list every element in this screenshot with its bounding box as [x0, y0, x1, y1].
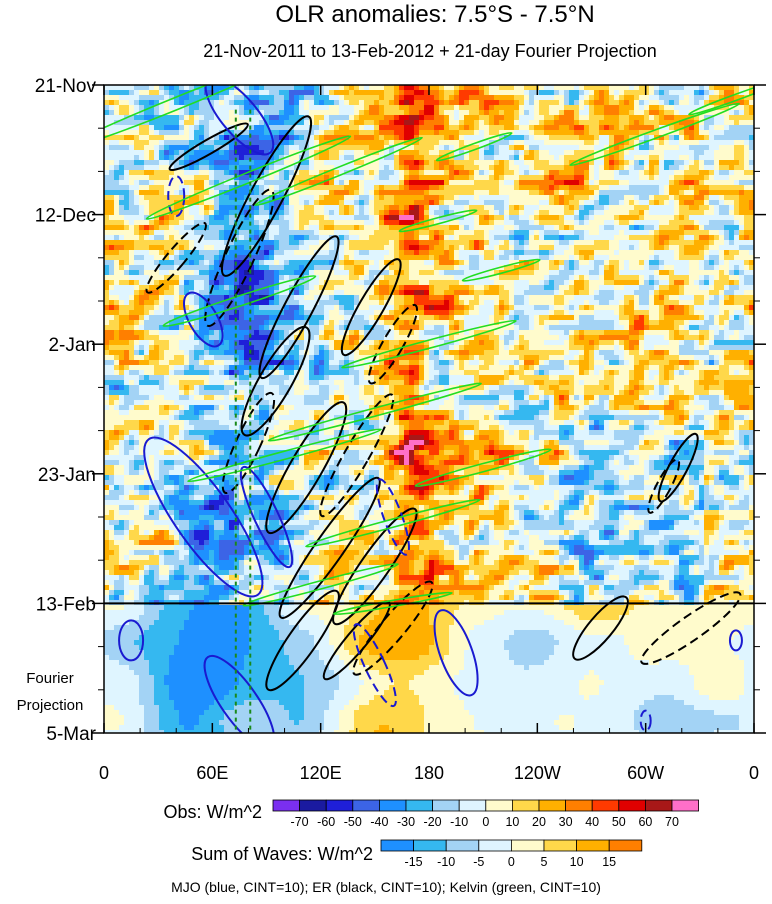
obs-colorbar-label: 20	[532, 815, 546, 829]
chart-title: OLR anomalies: 7.5°S - 7.5°N	[275, 1, 594, 28]
y-tick-label: 2-Jan	[48, 335, 96, 356]
waves-colorbar-label: 10	[570, 855, 584, 869]
obs-colorbar-label: -70	[291, 815, 309, 829]
obs-colorbar-label: -50	[344, 815, 362, 829]
obs-colorbar-box	[672, 800, 699, 811]
x-tick-label: 180	[414, 763, 444, 783]
obs-colorbar-box	[459, 800, 486, 811]
waves-colorbar-box	[446, 840, 479, 851]
waves-colorbar-label: -10	[437, 855, 455, 869]
y-tick-label: 13-Feb	[36, 594, 96, 615]
obs-colorbar-box	[406, 800, 433, 811]
waves-colorbar-label: -15	[405, 855, 423, 869]
obs-colorbar-label: 50	[612, 815, 626, 829]
waves-colorbar-box	[577, 840, 610, 851]
obs-colorbar-label: 10	[505, 815, 519, 829]
waves-colorbar-box	[609, 840, 642, 851]
waves-colorbar-box	[414, 840, 447, 851]
anomaly-field	[104, 85, 755, 736]
colorbar-obs-title: Obs: W/m^2	[164, 802, 262, 822]
obs-colorbar-box	[486, 800, 513, 811]
y-tick-label: 23-Jan	[38, 465, 96, 486]
obs-colorbar-box	[566, 800, 593, 811]
obs-colorbar-label: -20	[424, 815, 442, 829]
x-tick-label: 0	[99, 763, 109, 783]
x-tick-label: 0	[749, 763, 759, 783]
obs-colorbar-box	[592, 800, 619, 811]
obs-colorbar-box	[433, 800, 460, 811]
y-tick-label: 12-Dec	[35, 206, 96, 227]
waves-colorbar-label: 5	[541, 855, 548, 869]
waves-colorbar-box	[381, 840, 414, 851]
obs-colorbar-label: -10	[450, 815, 468, 829]
obs-colorbar-box	[645, 800, 672, 811]
obs-colorbar-label: 30	[559, 815, 573, 829]
obs-colorbar-box	[273, 800, 300, 811]
waves-colorbar-label: -5	[473, 855, 484, 869]
chart-subtitle: 21-Nov-2011 to 13-Feb-2012 + 21-day Four…	[203, 41, 656, 61]
obs-colorbar-label: 70	[665, 815, 679, 829]
obs-colorbar-box	[300, 800, 327, 811]
obs-colorbar-label: -60	[317, 815, 335, 829]
y-tick-label: 21-Nov	[35, 76, 97, 97]
y-tick-label: 5-Mar	[46, 724, 96, 745]
waves-colorbar-label: 15	[602, 855, 616, 869]
x-tick-label: 120E	[300, 763, 342, 783]
colorbar-waves-title: Sum of Waves: W/m^2	[191, 844, 373, 864]
waves-colorbar-label: 0	[508, 855, 515, 869]
projection-label-line-1: Fourier	[26, 670, 74, 687]
projection-label-line-2: Projection	[17, 697, 84, 714]
obs-colorbar-box	[619, 800, 646, 811]
obs-colorbar-label: 40	[585, 815, 599, 829]
waves-colorbar-box	[479, 840, 512, 851]
x-tick-label: 120W	[514, 763, 561, 783]
obs-colorbar-label: -40	[370, 815, 388, 829]
x-tick-label: 60W	[627, 763, 664, 783]
contour-legend-footnote: MJO (blue, CINT=10); ER (black, CINT=10)…	[171, 879, 601, 895]
x-tick-label: 60E	[196, 763, 228, 783]
obs-colorbar-box	[512, 800, 539, 811]
obs-colorbar-box	[539, 800, 566, 811]
plot-area	[63, 53, 772, 758]
waves-colorbar-box	[544, 840, 577, 851]
obs-colorbar-label: 0	[482, 815, 489, 829]
obs-colorbar-box	[353, 800, 380, 811]
obs-colorbar-box	[379, 800, 406, 811]
waves-colorbar-box	[511, 840, 544, 851]
obs-colorbar-label: 60	[638, 815, 652, 829]
obs-colorbar-box	[326, 800, 353, 811]
obs-colorbar-label: -30	[397, 815, 415, 829]
